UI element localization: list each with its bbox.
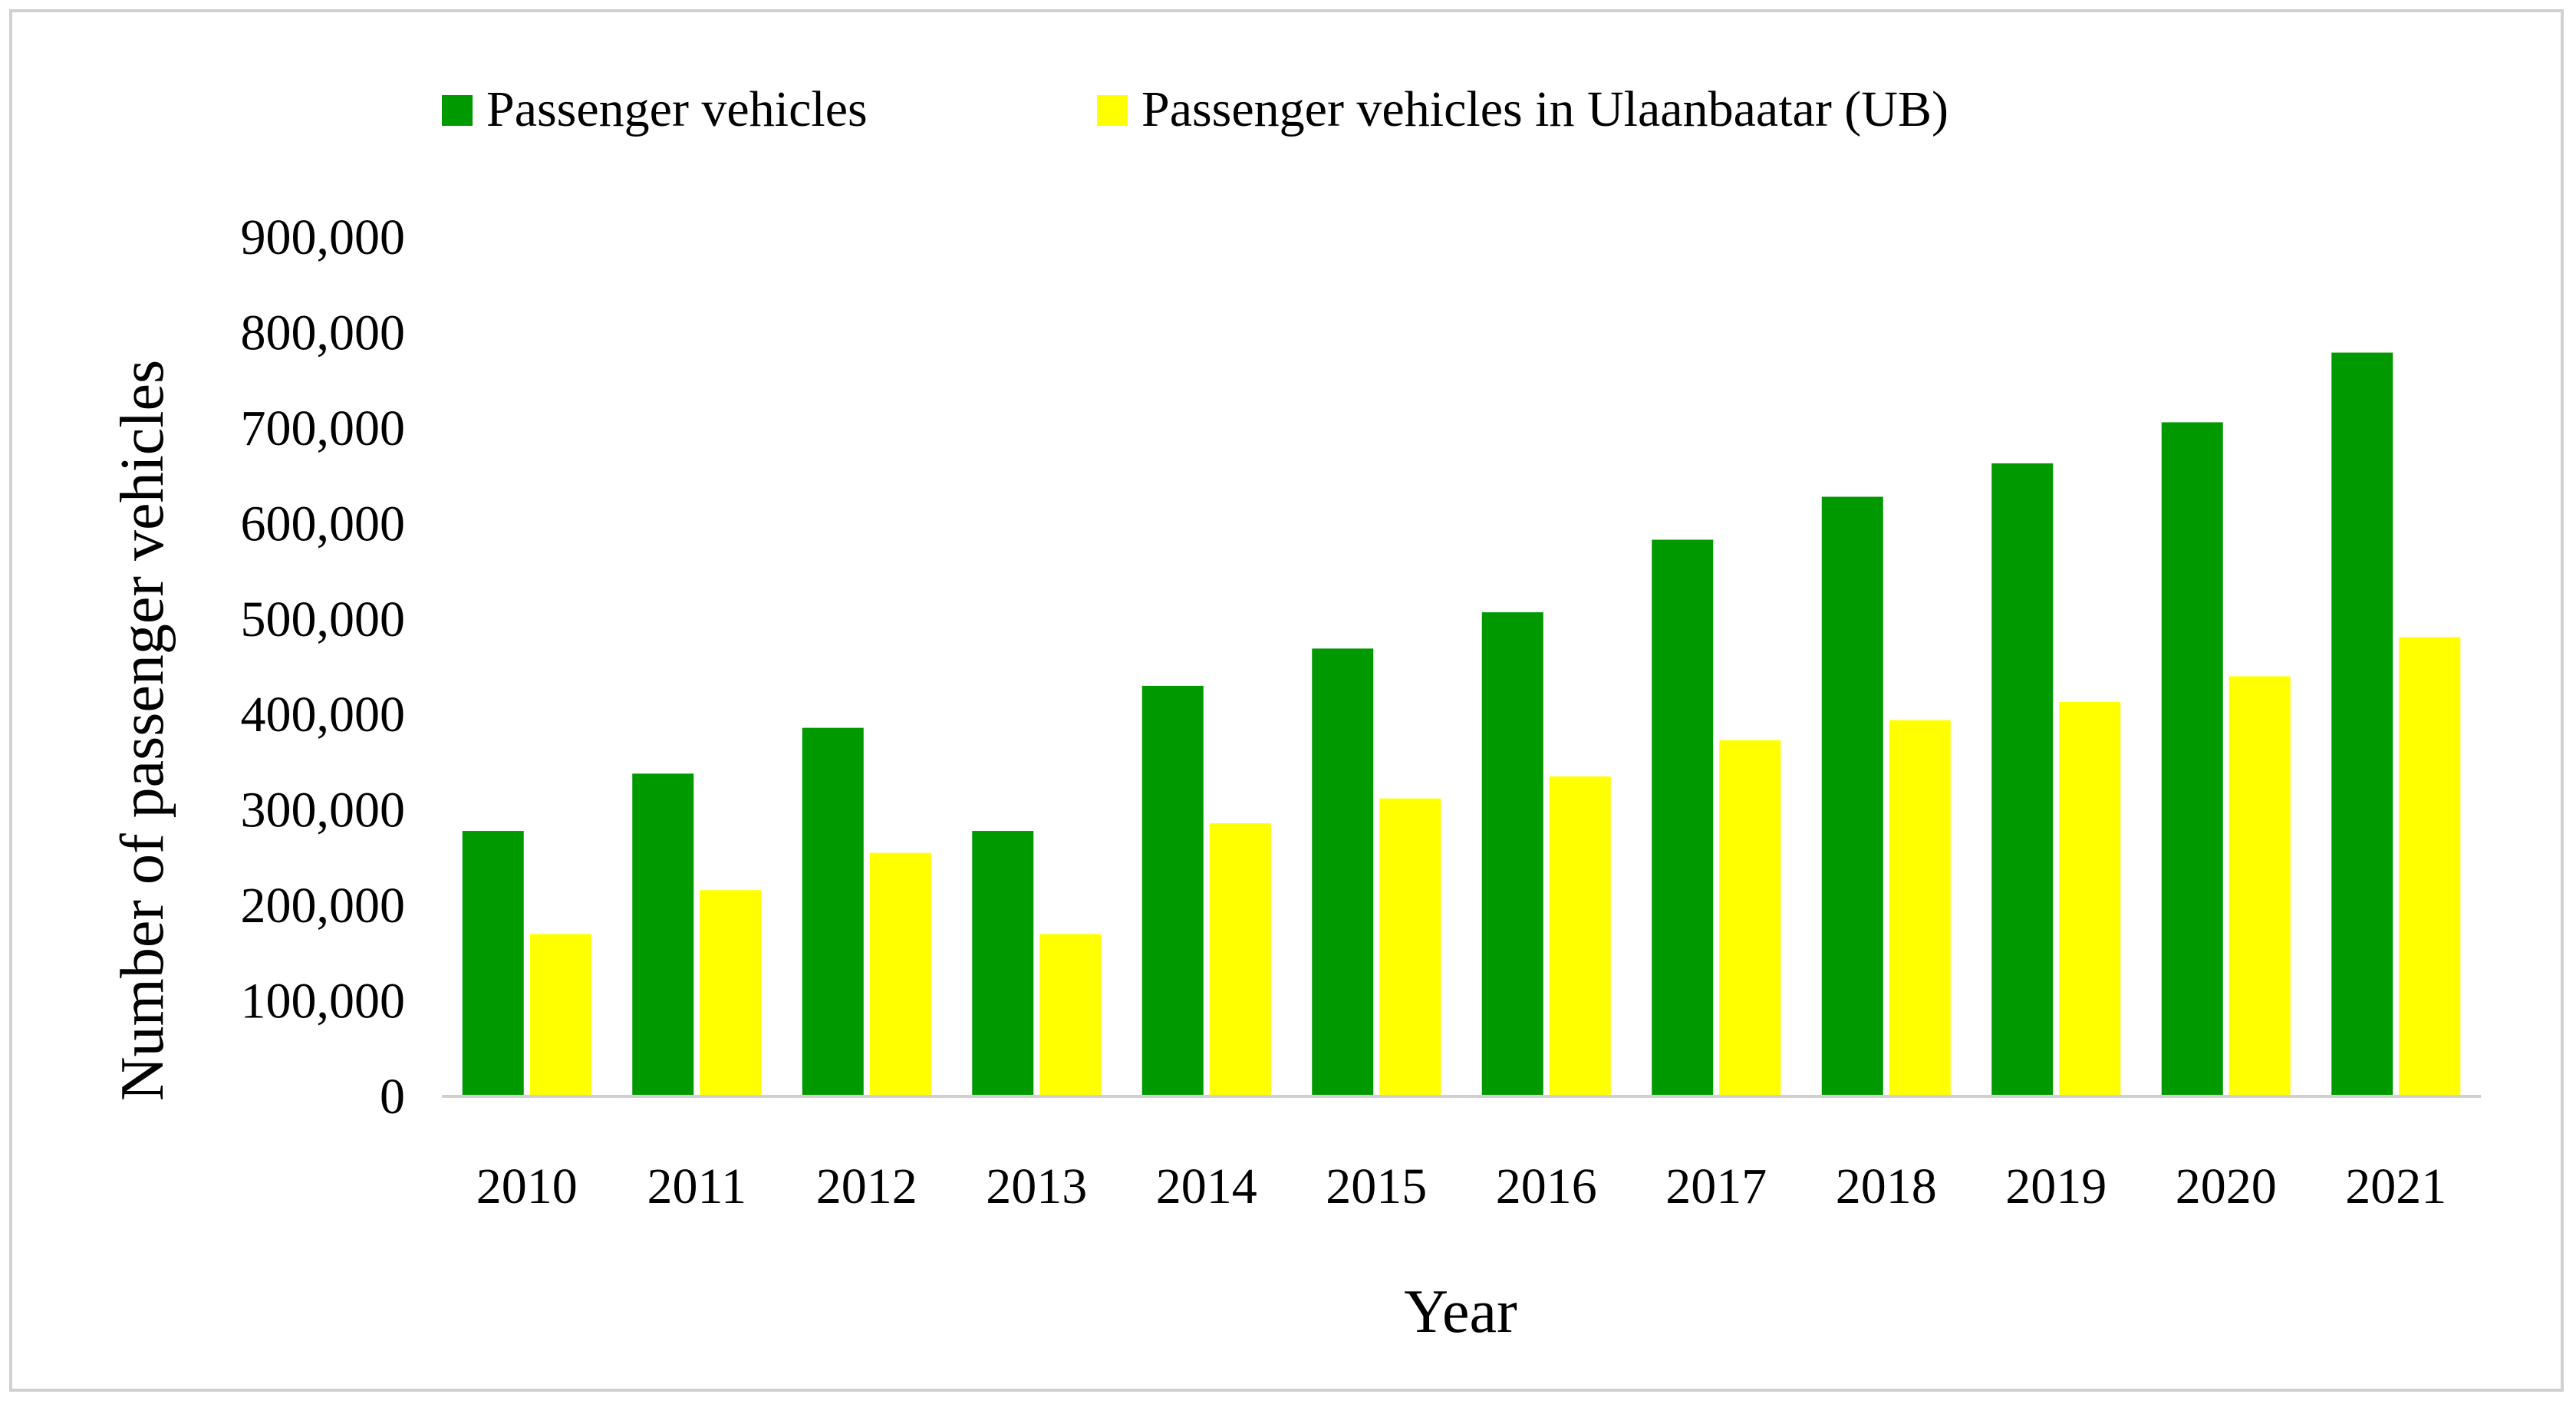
y-tick-label: 900,000: [241, 209, 406, 265]
bar-passenger-vehicles-ub: [1379, 798, 1441, 1096]
bar-passenger-vehicles-ub: [1719, 740, 1781, 1096]
y-axis-ticks: 0 100,000 200,000 300,000 400,000 500,000 600,…: [241, 209, 406, 1125]
bar-passenger-vehicles: [2331, 352, 2393, 1097]
bars: [462, 352, 2461, 1097]
bar-passenger-vehicles-ub: [2399, 637, 2461, 1096]
x-tick-label: 2012: [816, 1158, 917, 1214]
x-tick-label: 2020: [2176, 1158, 2277, 1214]
x-tick-label: 2017: [1665, 1158, 1767, 1214]
bar-passenger-vehicles-ub: [2228, 676, 2291, 1096]
y-tick-label: 500,000: [241, 592, 406, 648]
bar-passenger-vehicles: [1652, 539, 1714, 1096]
x-axis-ticks: 2010 2011 2012 2013 2014 2015 2016 2017 2018 2019…: [476, 1158, 2447, 1214]
bar-passenger-vehicles-ub: [529, 934, 591, 1096]
legend-swatch-passenger-vehicles-ub: [1097, 95, 1128, 126]
bar-passenger-vehicles: [462, 831, 524, 1096]
bar-passenger-vehicles: [1821, 496, 1883, 1096]
bar-passenger-vehicles: [1141, 685, 1204, 1096]
y-tick-label: 300,000: [241, 783, 406, 839]
bar-passenger-vehicles-ub: [869, 852, 931, 1096]
chart: Passenger vehicles Passenger vehicles in…: [109, 81, 2481, 1346]
x-tick-label: 2019: [2005, 1158, 2107, 1214]
bar-passenger-vehicles-ub: [1549, 776, 1611, 1096]
x-tick-label: 2021: [2345, 1158, 2446, 1214]
bar-passenger-vehicles: [2161, 422, 2223, 1096]
x-tick-label: 2015: [1326, 1158, 1427, 1214]
bar-passenger-vehicles: [802, 727, 864, 1096]
bar-passenger-vehicles: [972, 831, 1034, 1096]
bar-passenger-vehicles-ub: [1889, 720, 1951, 1096]
x-tick-label: 2016: [1496, 1158, 1597, 1214]
bar-passenger-vehicles-ub: [1209, 823, 1271, 1096]
bar-passenger-vehicles: [1312, 648, 1374, 1096]
y-tick-label: 0: [380, 1069, 405, 1125]
y-tick-label: 400,000: [241, 687, 406, 743]
legend-label-passenger-vehicles-ub: Passenger vehicles in Ulaanbaatar (UB): [1141, 81, 1948, 137]
y-tick-label: 800,000: [241, 305, 406, 361]
legend: Passenger vehicles Passenger vehicles in…: [442, 81, 1948, 137]
y-tick-label: 100,000: [241, 974, 406, 1030]
bar-passenger-vehicles-ub: [2059, 702, 2121, 1096]
x-tick-label: 2011: [647, 1158, 746, 1214]
x-tick-label: 2010: [476, 1158, 578, 1214]
x-axis-title: Year: [1404, 1278, 1517, 1346]
x-tick-label: 2014: [1156, 1158, 1257, 1214]
y-tick-label: 600,000: [241, 496, 406, 552]
bar-passenger-vehicles: [632, 773, 694, 1096]
bar-passenger-vehicles-ub: [700, 890, 762, 1096]
y-axis-title: Number of passenger vehicles: [109, 360, 176, 1101]
bar-passenger-vehicles: [1991, 463, 2054, 1096]
chart-frame: Passenger vehicles Passenger vehicles in…: [9, 9, 2564, 1392]
x-tick-label: 2013: [986, 1158, 1087, 1214]
y-tick-label: 700,000: [241, 400, 406, 456]
legend-swatch-passenger-vehicles: [442, 95, 473, 126]
legend-label-passenger-vehicles: Passenger vehicles: [486, 81, 868, 137]
bar-passenger-vehicles: [1481, 612, 1543, 1096]
bar-passenger-vehicles-ub: [1039, 934, 1102, 1096]
x-tick-label: 2018: [1836, 1158, 1937, 1214]
y-tick-label: 200,000: [241, 878, 406, 934]
